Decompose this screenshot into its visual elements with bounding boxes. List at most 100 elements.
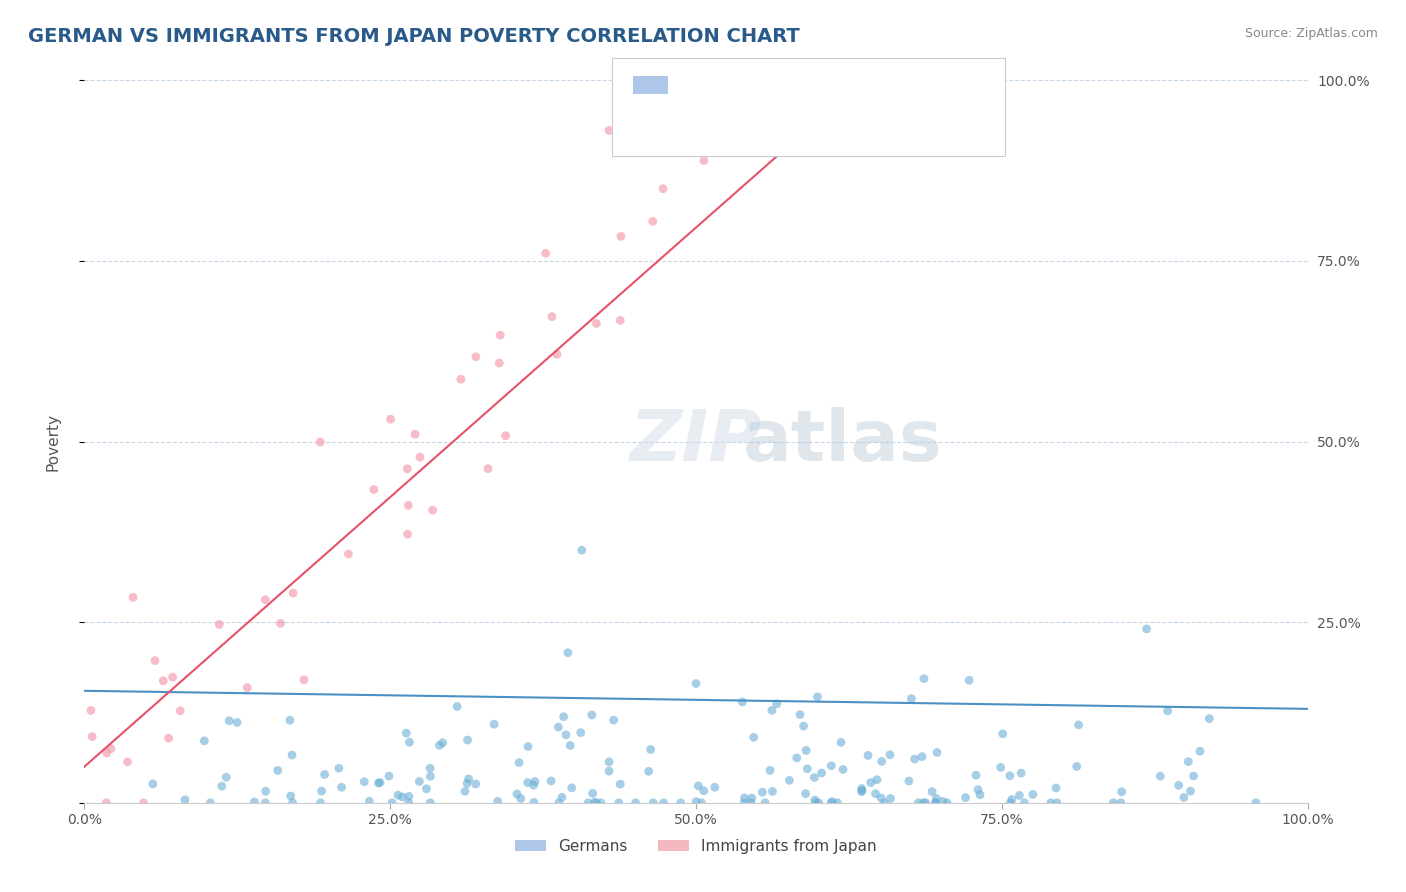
Point <box>1039 796 1062 810</box>
Point <box>900 691 922 706</box>
Point <box>391 789 413 804</box>
Point <box>522 778 544 792</box>
Point <box>314 767 336 781</box>
Point <box>508 756 530 770</box>
Point <box>283 586 305 600</box>
Point <box>1102 796 1125 810</box>
Point <box>281 747 304 762</box>
Point <box>912 672 935 686</box>
Point <box>796 762 818 776</box>
Point <box>489 328 512 343</box>
Point <box>911 749 934 764</box>
Text: N =: N = <box>877 79 911 94</box>
Point <box>540 774 562 789</box>
Point <box>820 796 842 810</box>
Point <box>955 790 977 805</box>
Point <box>330 780 353 795</box>
Point <box>851 784 873 798</box>
Point <box>643 796 665 810</box>
Point <box>1045 780 1067 795</box>
Point <box>957 673 980 688</box>
Point <box>925 791 948 805</box>
Point <box>1180 784 1202 798</box>
Point <box>607 796 630 810</box>
Point <box>457 733 479 747</box>
Point <box>582 786 605 800</box>
Point <box>741 791 763 805</box>
Point <box>236 681 259 695</box>
Point <box>851 781 873 796</box>
Point <box>879 747 901 762</box>
Point <box>280 789 302 803</box>
Point <box>1167 778 1189 792</box>
Point <box>143 654 166 668</box>
Point <box>96 746 118 760</box>
Point <box>1182 769 1205 783</box>
Point <box>610 229 633 244</box>
Point <box>415 781 437 796</box>
Point <box>432 736 454 750</box>
Point <box>254 784 277 798</box>
Point <box>1022 788 1045 802</box>
Point <box>281 796 304 810</box>
Point <box>548 796 571 810</box>
Point <box>243 795 266 809</box>
Point <box>396 527 419 541</box>
Point <box>703 780 725 795</box>
Point <box>509 791 531 805</box>
Point <box>193 734 215 748</box>
Point <box>398 789 420 804</box>
Text: N =: N = <box>877 120 911 135</box>
Point <box>311 784 333 798</box>
Point <box>733 796 755 810</box>
Point <box>464 350 486 364</box>
Point <box>541 310 564 324</box>
Point <box>652 182 675 196</box>
Point <box>309 434 332 449</box>
Y-axis label: Poverty: Poverty <box>46 412 60 471</box>
Point <box>789 707 811 722</box>
Point <box>422 503 444 517</box>
Point <box>254 592 277 607</box>
Point <box>602 713 624 727</box>
Point <box>804 793 827 807</box>
Point <box>553 710 575 724</box>
Point <box>1149 769 1171 783</box>
Point <box>998 796 1021 810</box>
Point <box>669 796 692 810</box>
Point <box>482 717 505 731</box>
Text: ZIP: ZIP <box>630 407 762 476</box>
Point <box>652 796 675 810</box>
Point <box>488 356 510 370</box>
Point <box>174 793 197 807</box>
Point <box>569 725 592 739</box>
Point <box>690 796 713 810</box>
Point <box>821 795 844 809</box>
Point <box>806 690 828 704</box>
Point <box>152 673 174 688</box>
Point <box>456 776 478 790</box>
Point <box>1008 789 1031 803</box>
Point <box>576 796 599 810</box>
Point <box>759 764 782 778</box>
Point <box>865 787 887 801</box>
Point <box>132 796 155 810</box>
FancyBboxPatch shape <box>638 73 683 100</box>
Point <box>551 790 574 805</box>
Point <box>398 735 420 749</box>
Point <box>534 246 557 260</box>
Point <box>215 770 238 784</box>
Point <box>637 764 659 779</box>
Point <box>516 775 538 789</box>
Point <box>832 763 855 777</box>
Text: R =: R = <box>695 120 728 135</box>
Point <box>464 777 486 791</box>
Point <box>396 462 419 476</box>
Point <box>1111 785 1133 799</box>
Point <box>1046 796 1069 810</box>
Point <box>398 796 420 810</box>
Point <box>761 784 783 798</box>
Point <box>1177 755 1199 769</box>
Point <box>925 746 948 760</box>
Point <box>870 791 893 805</box>
